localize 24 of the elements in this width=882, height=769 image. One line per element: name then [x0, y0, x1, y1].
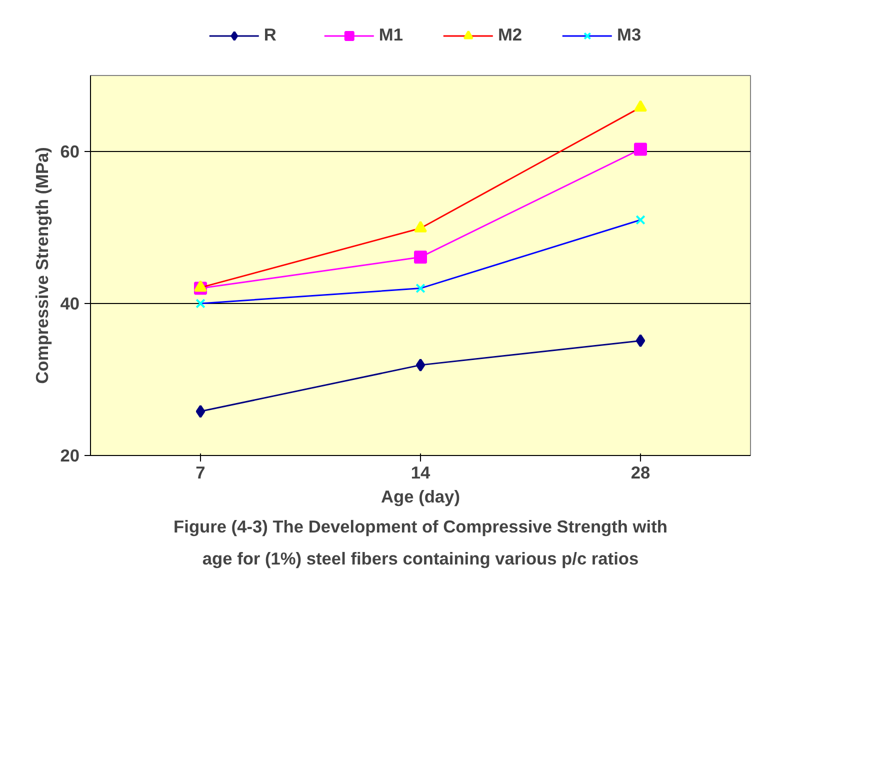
y-tick-label: 20	[60, 446, 80, 466]
x-axis-title: Age (day)	[381, 486, 460, 506]
legend-label: M3	[617, 24, 642, 46]
x-tick-label: 28	[630, 462, 650, 482]
y-tick-label: 40	[60, 294, 80, 314]
point	[414, 220, 427, 232]
point	[416, 283, 426, 294]
y-tick-label: 60	[60, 142, 80, 162]
legend-label: R	[264, 24, 278, 46]
x-tick-label: 7	[196, 462, 206, 482]
point	[634, 100, 647, 112]
legend-label: M1	[378, 24, 403, 46]
point	[634, 142, 647, 156]
point	[416, 358, 426, 372]
point	[194, 280, 207, 292]
point	[196, 404, 206, 418]
x-tick-label: 14	[410, 462, 430, 482]
point	[414, 250, 427, 264]
legend-label: M2	[498, 24, 522, 46]
point	[636, 215, 646, 225]
point	[196, 298, 206, 308]
text: Figure (4-3) The Development of Compressive Strength with age for (1%) steel fibers containing various p/c ratios	[174, 516, 668, 568]
y-axis-title: Compressive Strength (MPa)	[32, 147, 52, 384]
point	[636, 334, 646, 348]
